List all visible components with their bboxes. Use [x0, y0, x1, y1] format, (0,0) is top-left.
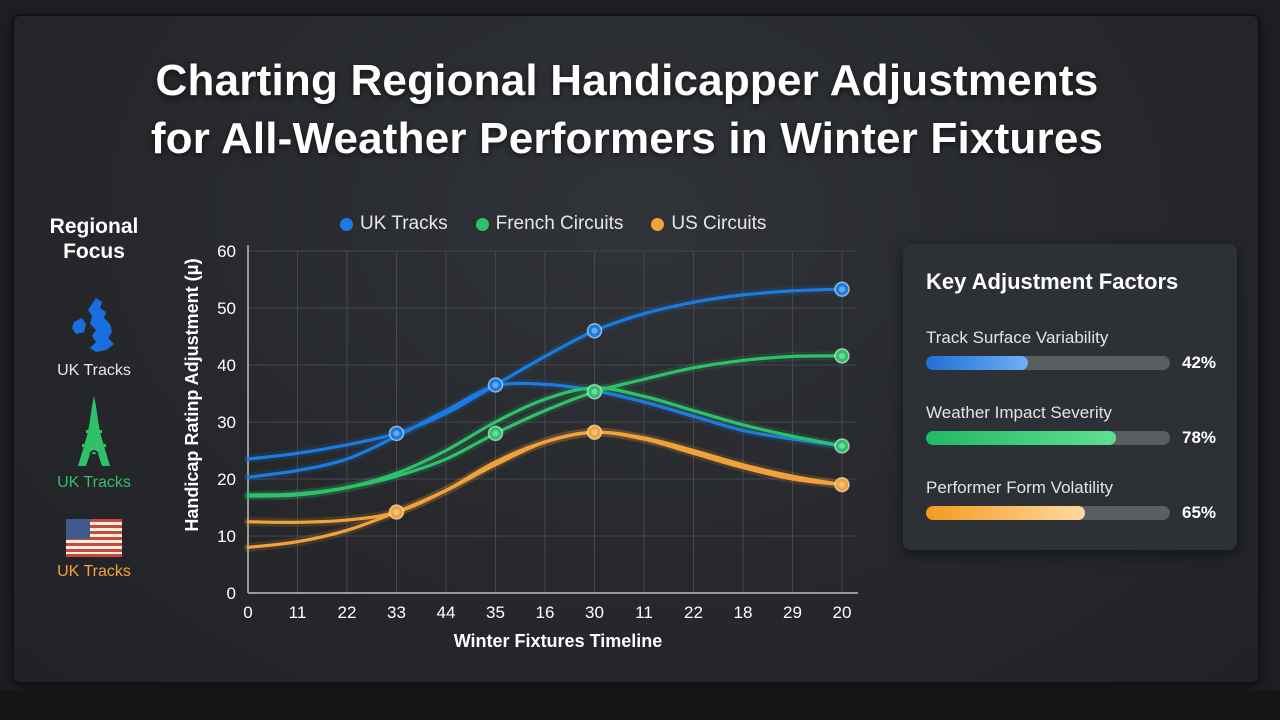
chart-legend: UK Tracks French Circuits US Circuits [340, 212, 766, 236]
chart-grid [247, 250, 856, 594]
data-point [487, 425, 504, 442]
factor-label: Track Surface Variability [926, 328, 1109, 347]
region-uk: UK Tracks [34, 296, 154, 380]
eiffel-tower-icon [78, 396, 110, 466]
y-tick-label: 50 [217, 299, 236, 318]
data-point [586, 323, 603, 339]
data-point [834, 476, 850, 493]
legend-item-french: French Circuits [475, 213, 624, 235]
x-tick-label: 16 [536, 603, 555, 622]
key-factors-panel: Key Adjustment Factors Track Surface Var… [903, 244, 1237, 550]
legend-label-us: US Circuits [671, 213, 767, 234]
data-point [388, 504, 405, 520]
data-point [586, 424, 603, 441]
x-axis-label: Winter Fixtures Timeline [454, 631, 663, 651]
legend-dot-us [651, 217, 665, 231]
regional-focus-heading-line-1: Regional [49, 215, 139, 238]
x-tick-label: 33 [387, 603, 406, 622]
y-axis-label: Handicap Ratinp Adjustment (μ) [182, 258, 202, 531]
data-point-core [492, 430, 499, 437]
series-line-3 [246, 386, 844, 498]
y-tick-label: 20 [217, 470, 236, 489]
y-tick-label: 0 [227, 584, 236, 603]
y-tick-label: 30 [217, 413, 236, 432]
legend-dot-uk [340, 217, 353, 231]
x-tick-label: 22 [684, 603, 703, 622]
us-flag-icon [66, 519, 122, 557]
factor-track-surface: Track Surface Variability 42% [926, 328, 1221, 372]
data-point [586, 384, 603, 400]
region-us-label: UK Tracks [57, 563, 131, 580]
factor-weather-impact: Weather Impact Severity 78% [926, 403, 1221, 447]
data-point-core [492, 381, 499, 388]
y-tick-label: 60 [217, 242, 236, 261]
x-tick-label: 29 [783, 603, 802, 622]
factor-label: Weather Impact Severity [926, 403, 1112, 422]
data-point [388, 425, 405, 442]
legend-dot-french [475, 217, 489, 231]
factor-percent: 42% [1182, 353, 1217, 372]
title-line-2: for All-Weather Performers in Winter Fix… [150, 114, 1104, 163]
region-uk-label: UK Tracks [57, 362, 131, 379]
chart-series [243, 281, 850, 552]
factor-label: Performer Form Volatility [926, 478, 1114, 497]
x-tick-label: 11 [635, 603, 653, 622]
series-line-1 [246, 381, 844, 479]
data-point-core [839, 481, 845, 488]
data-point [834, 348, 850, 364]
data-point-core [839, 442, 845, 449]
region-france-label: UK Tracks [57, 474, 131, 491]
factor-bar-fill [926, 431, 1117, 445]
bottom-bezel [0, 690, 1280, 720]
x-tick-label: 18 [734, 603, 753, 622]
factor-form-volatility: Performer Form Volatility 65% [926, 478, 1221, 522]
data-point [834, 438, 850, 454]
region-us: UK Tracks [34, 519, 154, 581]
x-tick-label: 44 [437, 603, 456, 622]
x-tick-label: 30 [585, 603, 604, 622]
factor-bar-track [926, 431, 1170, 445]
data-point-core [393, 509, 400, 516]
data-point-core [591, 429, 598, 436]
key-factors-title: Key Adjustment Factors [926, 269, 1179, 294]
regional-focus-heading: Regional Focus [34, 214, 154, 264]
y-tick-label: 40 [217, 356, 236, 375]
legend-item-uk: UK Tracks [340, 213, 448, 235]
uk-map-icon [72, 298, 114, 352]
title-line-1: Charting Regional Handicapper Adjustment… [155, 56, 1099, 105]
factor-bar-fill [926, 506, 1085, 520]
data-point-core [393, 430, 400, 437]
legend-label-uk: UK Tracks [360, 213, 448, 234]
legend-label-french: French Circuits [495, 213, 624, 234]
factor-percent: 78% [1182, 428, 1217, 447]
data-point [487, 377, 504, 393]
page-title: Charting Regional Handicapper Adjustment… [0, 52, 1254, 168]
x-tick-label: 22 [338, 603, 357, 622]
data-point-core [591, 327, 598, 334]
factor-bar-fill [926, 356, 1029, 370]
x-tick-label: 11 [289, 603, 307, 622]
data-point-core [591, 388, 598, 395]
legend-item-us: US Circuits [651, 213, 766, 235]
chart-axes: 0 10 20 30 40 50 60 0 11 22 33 44 35 16 30 11 22 18 29 20 [217, 242, 858, 622]
factor-percent: 65% [1182, 503, 1217, 522]
x-tick-label: 35 [486, 603, 505, 622]
factor-bar-track [926, 356, 1170, 370]
data-point [834, 281, 850, 297]
data-point-core [839, 286, 845, 293]
series-line-5 [246, 430, 844, 549]
y-tick-label: 10 [217, 527, 236, 546]
series-line-0 [246, 287, 844, 461]
x-tick-label: 20 [833, 603, 852, 622]
x-tick-label: 0 [243, 603, 252, 622]
region-france: UK Tracks [34, 396, 154, 492]
regional-focus-heading-line-2: Focus [63, 240, 125, 263]
data-point-core [839, 352, 845, 359]
factor-bar-track [926, 506, 1170, 520]
